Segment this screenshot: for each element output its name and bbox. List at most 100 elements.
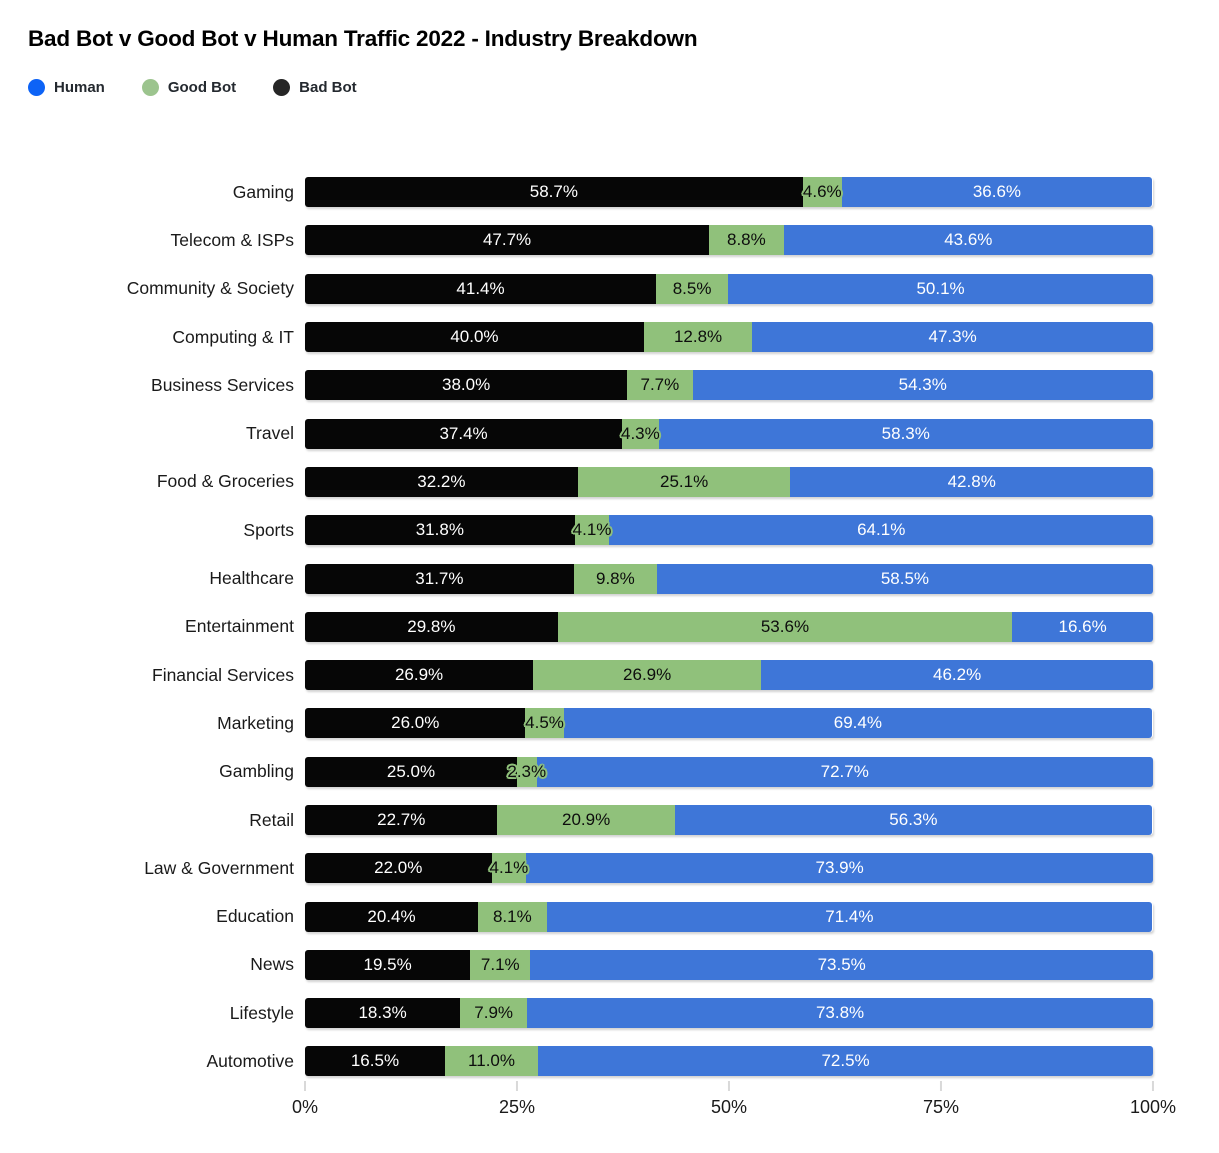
category-label: Retail [249,809,294,830]
bad-bot-segment[interactable]: 20.4% [305,901,478,932]
legend-item-human[interactable]: Human [28,79,105,96]
bad-bot-segment[interactable]: 18.3% [305,998,461,1029]
x-axis-tick: 50% [711,1081,747,1118]
good-bot-segment[interactable]: 4.1% [490,853,528,884]
value-label: 31.7% [415,568,464,588]
x-axis: 0% 25% 50% 75% 100% [292,1081,1176,1126]
bad-bot-segment[interactable]: 16.5% [305,1046,445,1077]
value-label: 16.5% [350,1051,400,1071]
human-segment[interactable]: 73.8% [527,998,1153,1029]
stacked-bar: 38.0% 7.7% 54.3% [305,370,1153,401]
human-segment[interactable]: 64.1% [609,515,1153,546]
value-label: 4.6% [802,182,842,202]
bad-bot-segment[interactable]: 38.0% [305,370,628,401]
legend-item-bad-bot[interactable]: Bad Bot [273,79,357,96]
human-segment[interactable]: 71.4% [546,901,1153,932]
human-segment[interactable]: 36.6% [841,177,1153,208]
good-bot-segment[interactable]: 7.1% [470,949,531,980]
good-bot-segment[interactable]: 26.9% [533,660,762,691]
tick-mark [516,1081,518,1091]
category-label: Marketing [217,712,294,733]
good-bot-segment[interactable]: 4.6% [802,177,842,208]
human-segment[interactable]: 43.6% [783,225,1153,256]
good-bot-segment[interactable]: 8.1% [477,901,547,932]
tick-label: 100% [1129,1097,1177,1117]
value-label: 41.4% [456,278,505,298]
human-segment[interactable]: 56.3% [674,805,1153,835]
human-segment[interactable]: 47.3% [752,322,1153,353]
human-segment[interactable]: 72.5% [538,1046,1153,1077]
value-label: 47.3% [928,327,977,347]
value-label: 42.8% [947,471,996,491]
human-segment[interactable]: 72.7% [536,756,1153,787]
good-bot-segment[interactable]: 11.0% [444,1046,539,1077]
bad-bot-segment[interactable]: 40.0% [305,322,644,353]
human-segment[interactable]: 50.1% [728,273,1153,304]
legend-dot [141,79,159,96]
good-bot-segment[interactable]: 53.6% [557,611,1013,642]
value-label: 25.1% [659,471,709,491]
bad-bot-segment[interactable]: 26.0% [305,708,526,739]
human-segment[interactable]: 73.5% [530,949,1153,980]
good-bot-segment[interactable]: 8.8% [709,225,784,256]
human-segment[interactable]: 58.5% [656,563,1153,594]
good-bot-segment[interactable]: 9.8% [573,563,657,594]
legend-dot [28,79,45,96]
bad-bot-segment[interactable]: 32.2% [305,466,578,497]
good-bot-segment[interactable]: 2.3% [507,756,546,787]
chart-row: Community & Society 41.4% 8.5% 50.1% [28,265,1153,313]
stacked-bar: 19.5% 7.1% 73.5% [305,949,1153,980]
stacked-bar: 20.4% 8.1% 71.4% [305,901,1153,932]
bad-bot-segment[interactable]: 31.7% [305,563,574,594]
value-label: 25.0% [386,761,436,781]
bad-bot-segment[interactable]: 22.7% [305,805,498,835]
bad-bot-segment[interactable]: 31.8% [305,515,575,546]
good-bot-segment[interactable]: 7.7% [627,370,693,401]
bad-bot-segment[interactable]: 19.5% [305,949,471,980]
human-segment[interactable]: 42.8% [790,466,1153,497]
category-label: Telecom & ISPs [170,229,294,250]
stacked-bar: 22.0% 4.1% 73.9% [305,853,1153,884]
value-label: 46.2% [932,665,982,685]
value-label: 72.7% [820,761,869,781]
human-segment[interactable]: 69.4% [563,708,1153,739]
stacked-bar: 22.7% 20.9% 56.3% [305,805,1153,835]
value-label: 54.3% [898,375,947,395]
chart-row: Law & Government 22.0% 4.1% 73.9% [28,844,1153,892]
value-label: 37.4% [439,423,488,443]
good-bot-segment[interactable]: 4.3% [620,418,660,449]
good-bot-segment[interactable]: 7.9% [460,998,528,1029]
bad-bot-segment[interactable]: 41.4% [305,273,657,304]
human-segment[interactable]: 46.2% [761,660,1153,691]
good-bot-segment[interactable]: 4.1% [573,515,611,546]
bad-bot-segment[interactable]: 25.0% [305,756,517,787]
human-segment[interactable]: 54.3% [692,370,1153,401]
legend-item-good-bot[interactable]: Good Bot [141,79,236,96]
bad-bot-segment[interactable]: 26.9% [305,660,534,691]
human-segment[interactable]: 73.9% [526,853,1153,884]
value-label: 4.3% [620,423,660,443]
human-segment[interactable]: 58.3% [658,418,1153,449]
value-label: 22.0% [374,858,423,878]
value-label: 18.3% [358,1003,407,1023]
bad-bot-segment[interactable]: 22.0% [305,853,492,884]
bad-bot-segment[interactable]: 47.7% [305,225,710,256]
good-bot-segment[interactable]: 4.5% [525,708,564,739]
good-bot-segment[interactable]: 12.8% [643,322,753,353]
stacked-bar: 29.8% 53.6% 16.6% [305,611,1153,642]
value-label: 7.1% [480,954,520,974]
human-segment[interactable]: 16.6% [1012,611,1153,642]
good-bot-segment[interactable]: 20.9% [497,805,675,835]
stacked-bar: 58.7% 4.6% 36.6% [305,177,1153,208]
bad-bot-segment[interactable]: 37.4% [305,418,623,449]
bad-bot-segment[interactable]: 29.8% [305,611,558,642]
bad-bot-segment[interactable]: 58.7% [305,177,803,208]
good-bot-segment[interactable]: 25.1% [577,466,791,497]
stacked-bar: 31.8% 4.1% 64.1% [305,515,1153,546]
value-label: 69.4% [833,713,882,733]
value-label: 38.0% [442,375,491,395]
good-bot-segment[interactable]: 8.5% [656,273,729,304]
category-label: News [250,954,294,975]
value-label: 7.9% [474,1003,514,1023]
value-label: 7.7% [640,375,680,395]
